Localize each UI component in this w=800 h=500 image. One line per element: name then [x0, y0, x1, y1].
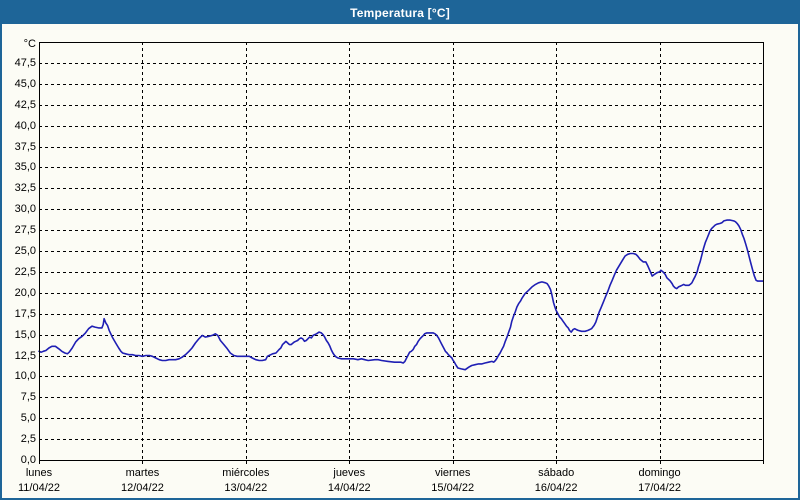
y-tick-label: 12,5 [14, 349, 36, 362]
y-tick-label: 5,0 [20, 412, 36, 425]
chart-title: Temperatura [°C] [350, 6, 450, 20]
y-tick-label: 27,5 [14, 224, 36, 237]
y-tick-label: 47,5 [14, 56, 36, 69]
y-tick-label: 35,0 [14, 161, 36, 174]
day-name-label: jueves [333, 467, 366, 479]
y-tick-label: 0,0 [20, 454, 36, 466]
y-tick-label: 10,0 [14, 370, 36, 383]
y-tick-label: 40,0 [14, 119, 36, 132]
day-date-label: 15/04/22 [431, 482, 475, 494]
y-tick-label: 42,5 [14, 98, 36, 111]
day-name-label: sábado [538, 467, 575, 479]
day-date-label: 16/04/22 [534, 482, 578, 494]
plot-frame [39, 42, 764, 464]
y-tick-label: 30,0 [14, 203, 36, 216]
day-date-label: 14/04/22 [327, 482, 371, 494]
day-name-label: miércoles [222, 467, 270, 479]
y-tick-label: 22,5 [14, 265, 36, 278]
y-tick-label: 17,5 [14, 307, 36, 320]
day-date-label: 13/04/22 [224, 482, 268, 494]
day-label: viernes 15/04/22 [408, 466, 498, 496]
day-label: domingo 17/04/22 [615, 466, 705, 496]
grid-lines [39, 42, 763, 460]
plot-border [39, 42, 764, 461]
y-tick-label: 7,5 [20, 391, 36, 404]
day-label: sábado 16/04/22 [511, 466, 601, 496]
y-tick-label: 45,0 [14, 77, 36, 90]
y-tick-label: 25,0 [14, 245, 36, 257]
day-date-label: 17/04/22 [638, 482, 681, 494]
temperature-line [38, 219, 764, 371]
y-tick-label: 15,0 [14, 328, 36, 341]
y-tick-label: 2,5 [20, 433, 36, 446]
day-date-label: 12/04/22 [121, 482, 164, 494]
day-name-label: martes [125, 467, 160, 479]
y-tick-label: 20,0 [14, 286, 36, 299]
day-label: miércoles 13/04/22 [201, 466, 291, 496]
chart-title-bar: Temperatura [°C] [2, 2, 798, 24]
day-name-label: viernes [434, 467, 471, 479]
day-label: jueves 14/04/22 [304, 466, 394, 496]
day-label: lunes 11/04/22 [2, 466, 84, 496]
day-label: martes 12/04/22 [97, 466, 187, 496]
y-tick-label: 37,5 [14, 140, 36, 153]
day-name-label: domingo [638, 467, 681, 479]
day-name-label: lunes [25, 467, 53, 479]
day-date-label: 11/04/22 [17, 482, 60, 494]
temperature-line-layer [38, 219, 764, 371]
y-tick-label: 32,5 [14, 182, 36, 195]
y-axis-unit-label: °C [23, 38, 36, 50]
